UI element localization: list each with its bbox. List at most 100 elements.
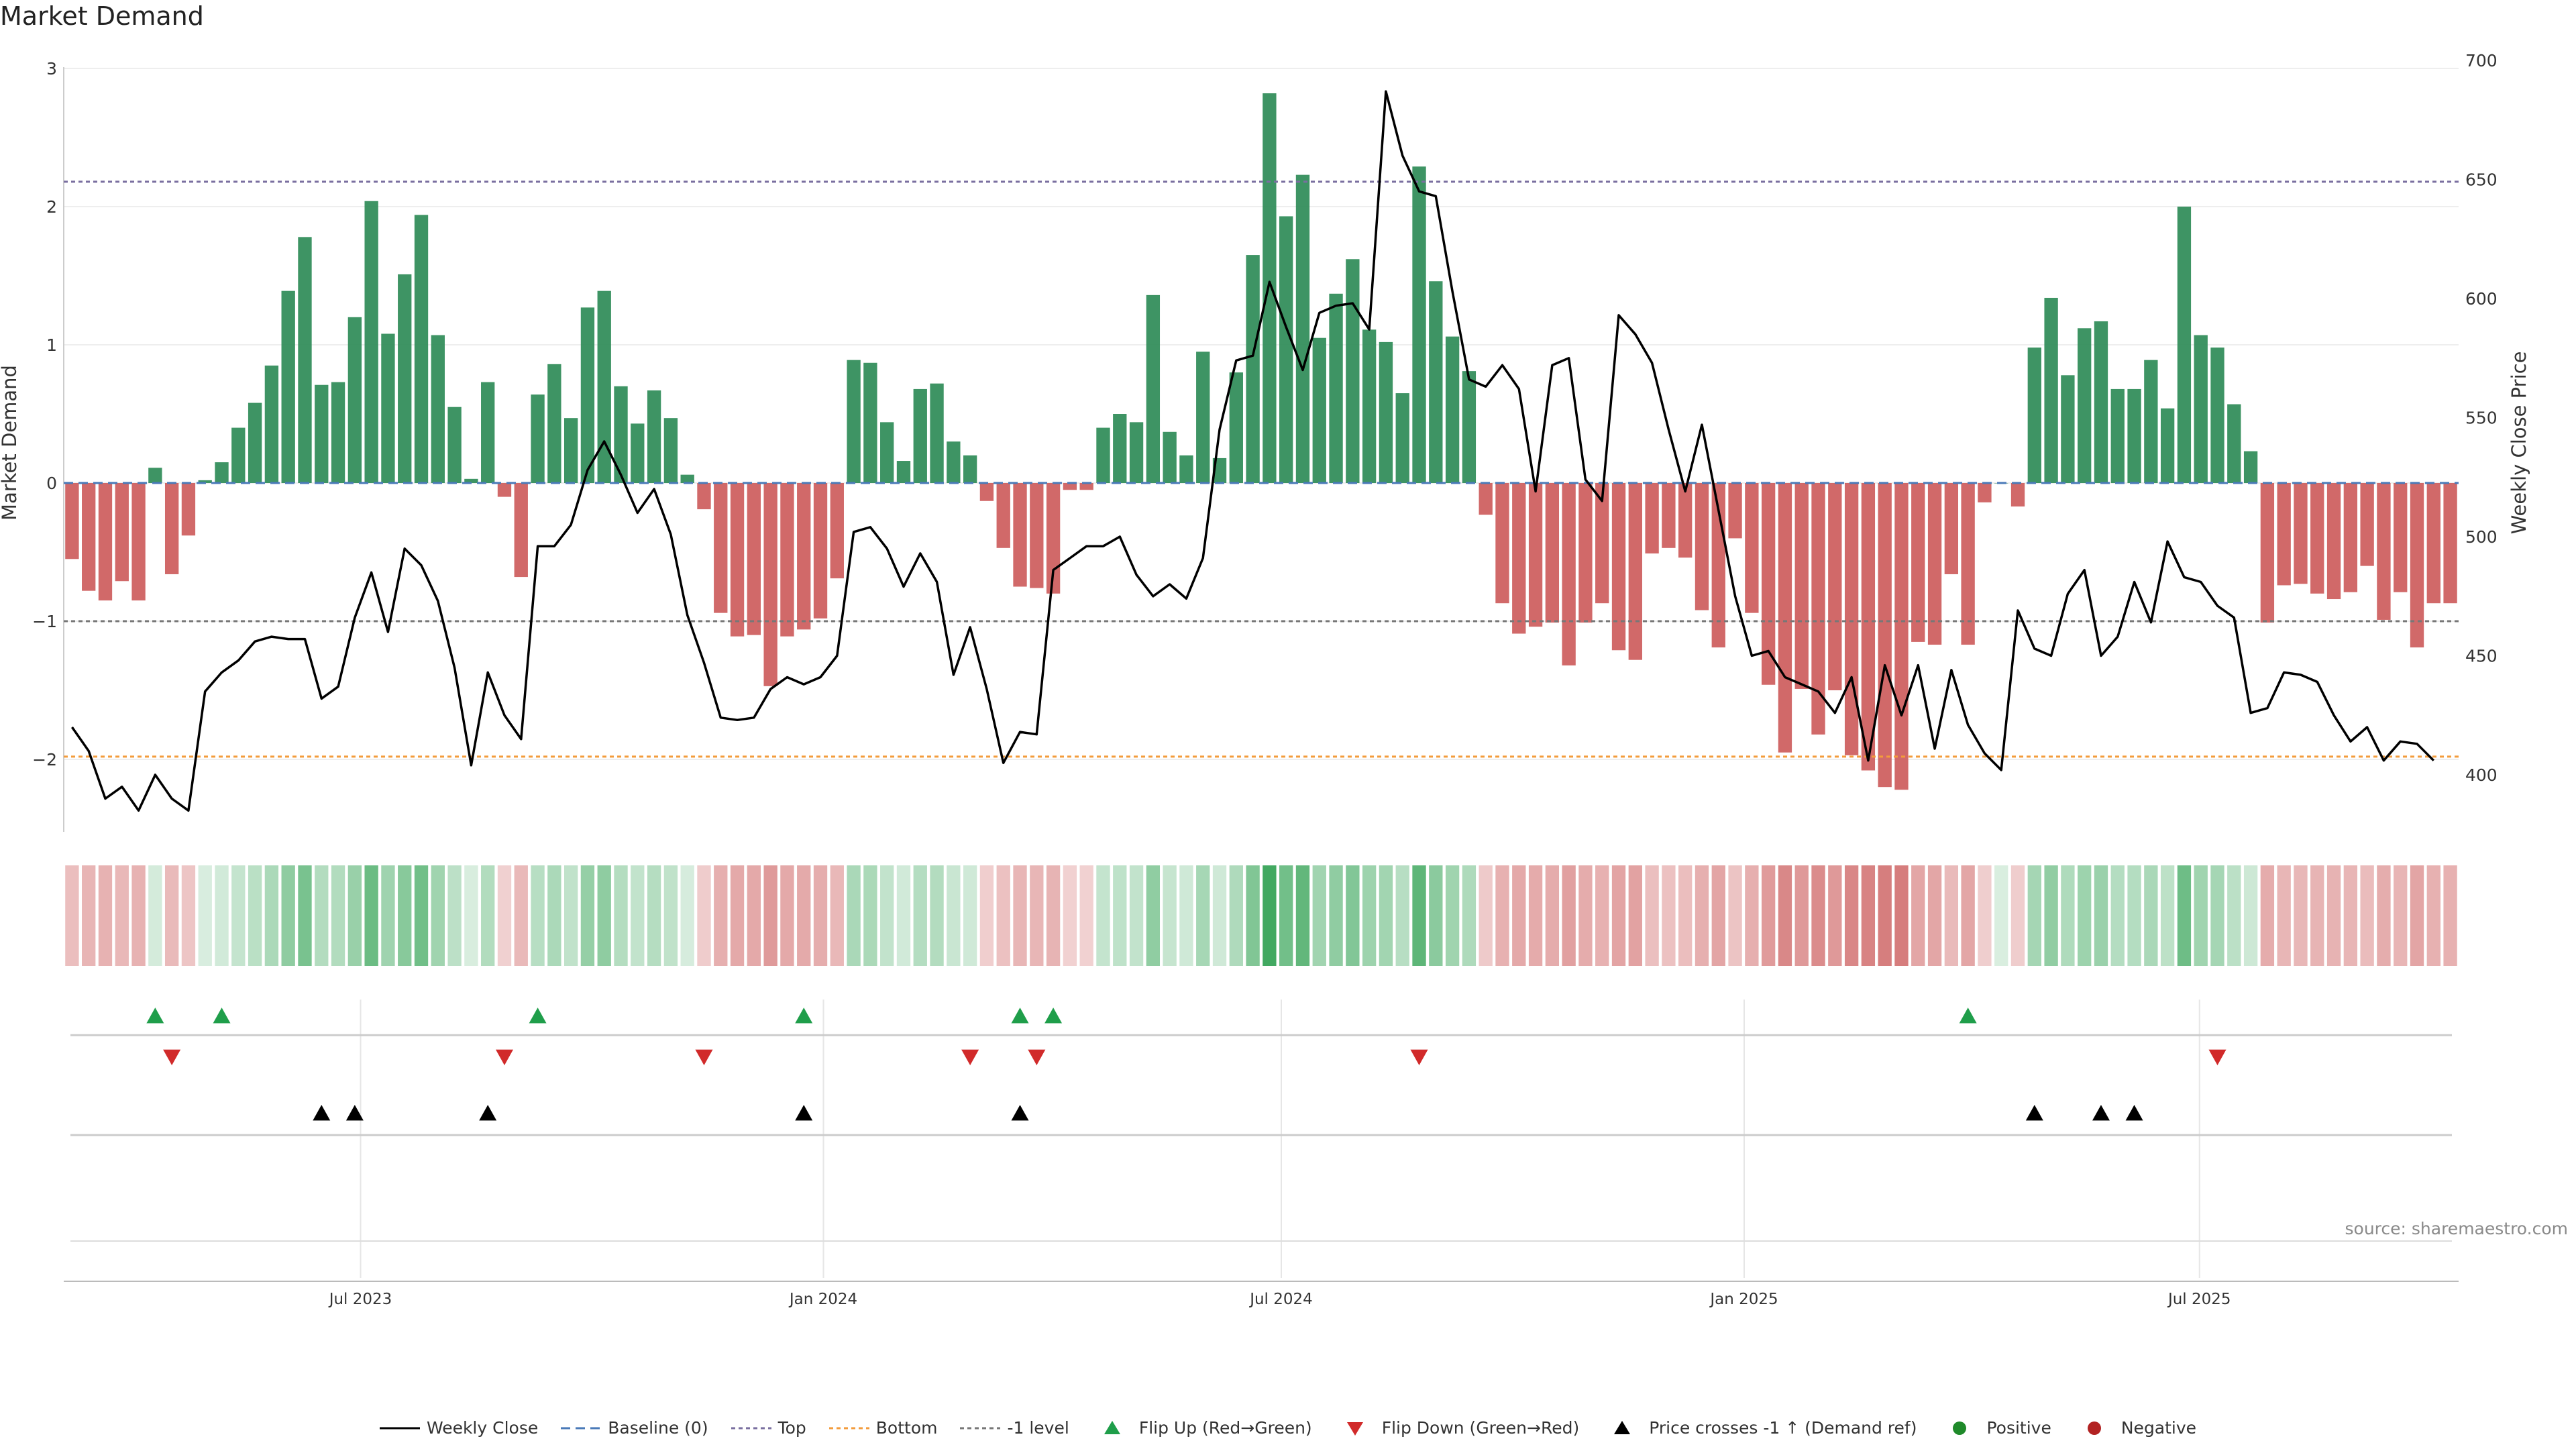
heatmap-cell — [2010, 865, 2025, 966]
heatmap-cell — [1645, 865, 1659, 966]
demand-bar-positive — [597, 290, 611, 483]
demand-bar-positive — [1196, 352, 1210, 483]
heatmap-cell — [1395, 865, 1409, 966]
demand-bar-positive — [663, 418, 678, 483]
heatmap-cell — [1778, 865, 1792, 966]
heatmap-cell — [148, 865, 162, 966]
demand-bar-positive — [2044, 297, 2058, 483]
heatmap-cell — [1212, 865, 1227, 966]
heatmap-cell — [1113, 865, 1127, 966]
y2-axis-title: Weekly Close Price — [2508, 352, 2530, 535]
heatmap-cell — [947, 865, 961, 966]
y2-tick-label: 650 — [2465, 170, 2498, 190]
demand-bar-negative — [1745, 483, 1759, 613]
heatmap-cell — [1878, 865, 1892, 966]
demand-bar-negative — [2343, 483, 2358, 592]
heatmap-cell — [2061, 865, 2075, 966]
price-cross-marker — [2092, 1105, 2110, 1121]
y2-tick-label: 400 — [2465, 765, 2498, 785]
demand-bar-positive — [414, 215, 429, 483]
heatmap-cell — [381, 865, 395, 966]
legend-item: Flip Up (Red→Green) — [1092, 1418, 1312, 1438]
demand-bar-positive — [148, 468, 162, 483]
heatmap-cell — [1196, 865, 1210, 966]
demand-bar-positive — [614, 386, 628, 483]
demand-bar-negative — [1828, 483, 1842, 690]
demand-bar-negative — [1894, 483, 1909, 790]
demand-bar-positive — [913, 388, 927, 483]
heatmap-cell — [2360, 865, 2374, 966]
demand-bar-positive — [680, 474, 694, 483]
price-cross-marker — [313, 1105, 331, 1121]
heatmap-cell — [2243, 865, 2258, 966]
demand-bar-negative — [1046, 483, 1061, 594]
weekly-close-line — [70, 90, 2435, 812]
y-tick-label: −1 — [32, 612, 57, 631]
demand-bar-negative — [714, 483, 728, 613]
demand-bar-positive — [1246, 255, 1260, 483]
heatmap-cell — [2310, 865, 2324, 966]
heatmap-cell — [1379, 865, 1393, 966]
demand-bar-positive — [248, 402, 262, 483]
heatmap-cell — [813, 865, 828, 966]
demand-bar-negative — [1063, 483, 1077, 490]
demand-bar-positive — [1329, 293, 1343, 483]
heatmap-cell — [647, 865, 661, 966]
demand-bar-positive — [2110, 388, 2125, 483]
heatmap-cell — [1745, 865, 1759, 966]
heatmap-cell — [1927, 865, 1942, 966]
heatmap-cell — [1495, 865, 1509, 966]
demand-bar-positive — [1263, 93, 1277, 483]
demand-bar-positive — [1279, 216, 1293, 483]
demand-bar-positive — [647, 390, 661, 483]
demand-bar-negative — [131, 483, 146, 601]
legend-label: Weekly Close — [426, 1418, 539, 1438]
demand-bar-positive — [398, 274, 412, 483]
demand-bar-negative — [747, 483, 761, 635]
demand-bar-negative — [1761, 483, 1776, 685]
heatmap-cell — [82, 865, 96, 966]
demand-bar-negative — [2360, 483, 2374, 566]
demand-bar-negative — [730, 483, 745, 637]
x-tick-label: Jul 2024 — [1248, 1291, 1313, 1308]
demand-bar-negative — [164, 483, 179, 574]
demand-bar-negative — [996, 483, 1010, 548]
heatmap-cell — [614, 865, 628, 966]
heatmap-cell — [2410, 865, 2424, 966]
heatmap-cell — [697, 865, 711, 966]
heatmap-cell — [364, 865, 378, 966]
legend-label: Baseline (0) — [608, 1418, 708, 1438]
heatmap-cell — [847, 865, 861, 966]
legend-label: Price crosses -1 ↑ (Demand ref) — [1649, 1418, 1917, 1438]
heatmap-cell — [747, 865, 761, 966]
demand-bar-positive — [364, 201, 378, 483]
demand-bar-negative — [2410, 483, 2424, 648]
demand-bar-positive — [2194, 335, 2208, 483]
heatmap-cell — [1229, 865, 1243, 966]
demand-bar-positive — [1295, 174, 1310, 483]
heatmap-cell — [1994, 865, 2008, 966]
heatmap-cell — [1794, 865, 1809, 966]
demand-bar-positive — [547, 364, 561, 483]
y-tick-label: 0 — [46, 474, 57, 493]
demand-bar-positive — [431, 335, 445, 483]
demand-bar-positive — [1312, 337, 1326, 483]
heatmap-cell — [996, 865, 1010, 966]
flip-up-marker — [1011, 1008, 1029, 1024]
demand-bar-negative — [181, 483, 196, 536]
demand-bar-positive — [1395, 393, 1409, 483]
heatmap-cell — [780, 865, 794, 966]
demand-bar-positive — [481, 382, 495, 483]
demand-bar-negative — [1911, 483, 1925, 642]
demand-bar-negative — [2426, 483, 2440, 604]
heatmap-cell — [2294, 865, 2308, 966]
heatmap-cell — [1562, 865, 1576, 966]
heatmap-cell — [1462, 865, 1477, 966]
heatmap-cell — [531, 865, 545, 966]
heatmap-cell — [264, 865, 279, 966]
heatmap-cell — [1129, 865, 1144, 966]
legend-label: Flip Up (Red→Green) — [1138, 1418, 1312, 1438]
legend-item: Top — [731, 1418, 806, 1438]
legend-item: Negative — [2074, 1418, 2196, 1438]
heatmap-cell — [2177, 865, 2192, 966]
